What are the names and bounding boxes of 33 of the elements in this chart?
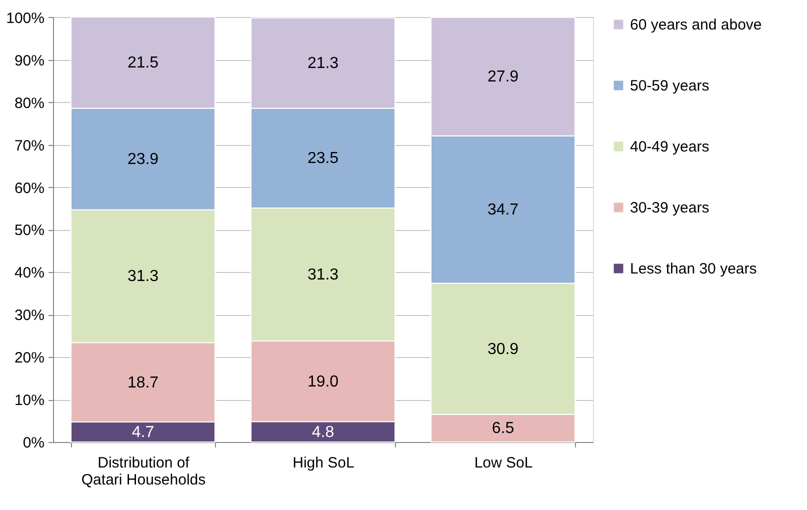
x-tick-label: High SoL	[292, 454, 354, 472]
data-label: 34.7	[487, 202, 519, 219]
data-label: 27.9	[487, 68, 519, 86]
data-label: 4.8	[312, 424, 334, 441]
data-label: 30.9	[487, 340, 519, 358]
data-label: 31.3	[127, 268, 159, 286]
legend-label: Less than 30 years	[630, 260, 757, 278]
y-tick-label: 80%	[14, 94, 44, 112]
data-label: 6.5	[492, 420, 514, 438]
y-tick-label: 20%	[14, 350, 44, 367]
y-tick-label: 60%	[14, 180, 44, 197]
data-label: 19.0	[307, 373, 339, 390]
y-tick-label: 10%	[14, 392, 44, 410]
data-label: 4.7	[132, 424, 154, 442]
y-tick-label: 90%	[14, 52, 44, 70]
y-tick-label: 70%	[14, 137, 44, 154]
data-label: 21.3	[307, 55, 339, 72]
x-tick-label: Distribution of Qatari Households	[81, 454, 206, 488]
legend-label: 40-49 years	[630, 138, 710, 156]
data-label: 31.3	[307, 266, 339, 284]
legend-label: 30-39 years	[630, 200, 710, 216]
legend-label: 60 years and above	[630, 16, 762, 34]
y-tick-label: 40%	[14, 264, 44, 282]
y-tick-label: 100%	[6, 10, 44, 27]
data-label: 21.5	[127, 54, 159, 72]
x-tick-label: Low SoL	[474, 454, 533, 472]
data-label: 18.7	[127, 374, 159, 392]
data-label: 23.9	[127, 151, 159, 168]
y-tick-label: 30%	[14, 307, 44, 324]
y-tick-label: 50%	[14, 222, 44, 240]
y-tick-label: 0%	[22, 434, 44, 452]
legend-label: 50-59 years	[630, 78, 710, 94]
data-label: 23.5	[307, 150, 339, 168]
